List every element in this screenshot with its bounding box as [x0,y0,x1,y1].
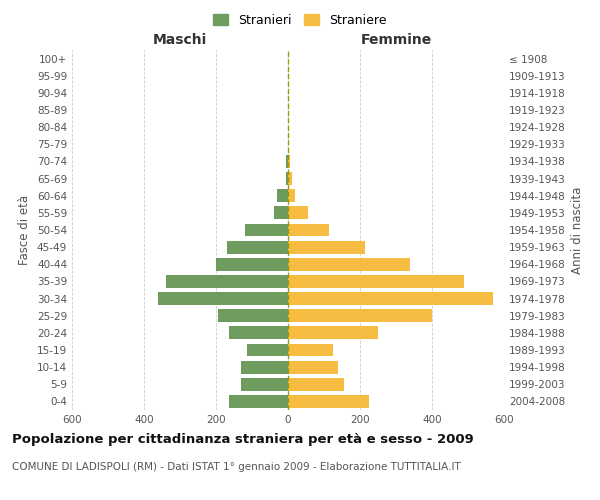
Bar [288,310,432,322]
Bar [229,326,288,340]
Bar [288,360,338,374]
Bar [288,378,344,390]
Bar [288,206,308,220]
Legend: Stranieri, Straniere: Stranieri, Straniere [208,8,392,32]
Bar [288,240,365,254]
Text: COMUNE DI LADISPOLI (RM) - Dati ISTAT 1° gennaio 2009 - Elaborazione TUTTITALIA.: COMUNE DI LADISPOLI (RM) - Dati ISTAT 1°… [12,462,461,472]
Text: Femmine: Femmine [361,32,431,46]
Bar [288,172,292,185]
Bar [288,155,290,168]
Bar [241,378,288,390]
Text: Maschi: Maschi [153,32,207,46]
Bar [241,360,288,374]
Bar [277,190,288,202]
Bar [229,395,288,408]
Bar [247,344,288,356]
Bar [166,275,288,288]
Bar [218,310,288,322]
Bar [274,206,288,220]
Bar [288,395,369,408]
Bar [288,275,464,288]
Text: Popolazione per cittadinanza straniera per età e sesso - 2009: Popolazione per cittadinanza straniera p… [12,432,474,446]
Bar [288,190,295,202]
Bar [286,172,288,185]
Bar [158,292,288,305]
Y-axis label: Anni di nascita: Anni di nascita [571,186,584,274]
Bar [216,258,288,270]
Bar [286,155,288,168]
Bar [288,224,329,236]
Bar [245,224,288,236]
Bar [288,258,410,270]
Bar [288,344,333,356]
Bar [288,326,378,340]
Y-axis label: Fasce di età: Fasce di età [19,195,31,265]
Bar [227,240,288,254]
Bar [288,292,493,305]
